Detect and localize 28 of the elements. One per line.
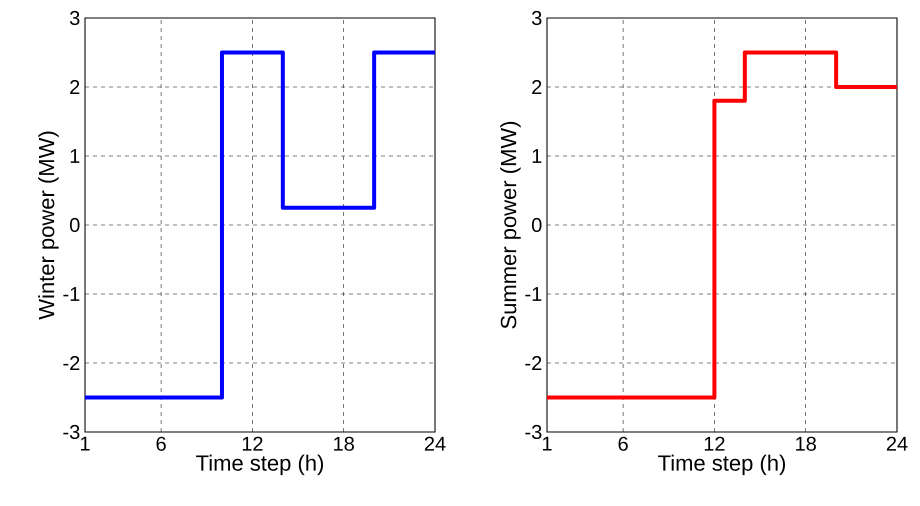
x-tick-label: 18 <box>796 436 816 451</box>
x-tick-label: 24 <box>424 436 446 451</box>
y-tick-label: -2 <box>63 356 80 370</box>
y-tick-label: 1 <box>70 149 80 163</box>
y-tick-label: 0 <box>532 218 542 232</box>
x-tick-label: 18 <box>334 436 354 451</box>
y-tick-label: 3 <box>532 10 542 26</box>
y-tick-label: 0 <box>70 218 80 232</box>
y-axis-title: Winter power (MW) <box>38 132 59 320</box>
x-tick-label: 6 <box>618 436 628 451</box>
y-tick-label: 1 <box>532 149 542 163</box>
y-axis-title: Summer power (MW) <box>500 122 521 328</box>
x-tick-label: 12 <box>242 436 263 451</box>
x-tick-label: 24 <box>886 436 908 451</box>
y-tick-label: -2 <box>525 356 542 370</box>
y-tick-label: -3 <box>63 424 80 440</box>
y-tick-label: 2 <box>70 80 80 94</box>
x-axis-title: Time step (h) <box>658 454 785 476</box>
x-tick-label: 6 <box>156 436 166 451</box>
y-tick-label: -1 <box>63 287 80 301</box>
x-tick-label: 1 <box>542 436 552 450</box>
y-tick-label: -1 <box>525 287 542 301</box>
y-tick-label: -3 <box>525 424 542 440</box>
y-tick-label: 3 <box>70 10 80 26</box>
x-tick-label: 12 <box>704 436 725 451</box>
y-tick-label: 2 <box>532 80 542 94</box>
x-axis-title: Time step (h) <box>196 454 323 476</box>
x-tick-label: 1 <box>80 436 90 450</box>
